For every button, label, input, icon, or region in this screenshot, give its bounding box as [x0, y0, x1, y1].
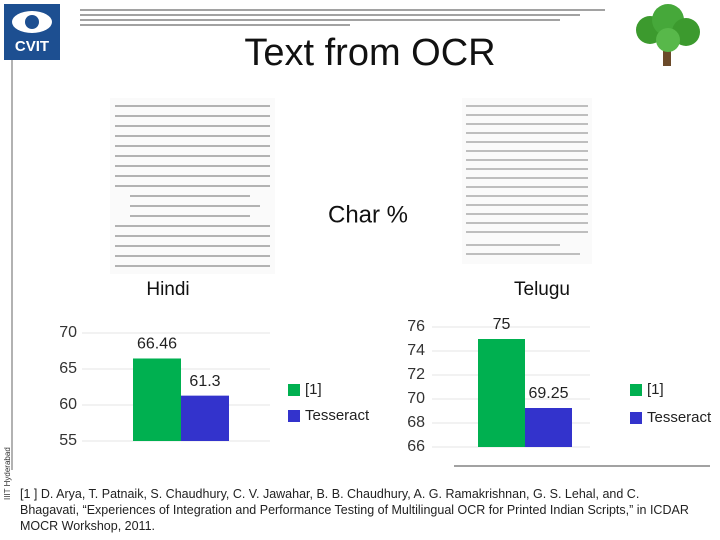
legend-swatch	[630, 384, 642, 396]
value-label: 69.25	[528, 385, 568, 402]
value-label: 61.3	[189, 373, 220, 390]
citation: [1 ] D. Arya, T. Patnaik, S. Chaudhury, …	[20, 487, 689, 533]
value-label: 75	[493, 316, 511, 333]
legend-swatch	[630, 412, 642, 424]
y-tick-label: 70	[407, 390, 425, 407]
y-tick-label: 68	[407, 414, 425, 431]
slide-title: Text from OCR	[244, 32, 495, 74]
legend-swatch	[288, 410, 300, 422]
bar	[133, 358, 181, 441]
bar	[181, 395, 229, 441]
tree-logo	[636, 4, 700, 66]
y-tick-label: 70	[59, 324, 77, 341]
side-text: IIIT Hyderabad	[3, 447, 12, 500]
chart-title: Telugu	[514, 279, 570, 300]
scan-telugu	[462, 98, 592, 264]
y-tick-label: 76	[407, 318, 425, 335]
heading-bg	[318, 200, 418, 234]
y-tick-label: 72	[407, 366, 425, 383]
legend-label: [1]	[647, 381, 664, 398]
value-label: 66.46	[137, 336, 177, 353]
bar	[525, 408, 572, 447]
scan-hindi	[110, 98, 275, 274]
y-tick-label: 55	[59, 432, 77, 449]
bar	[478, 339, 525, 447]
logo-text: CVIT	[15, 38, 49, 55]
logo-pupil	[25, 15, 39, 29]
legend-label: Tesseract	[305, 407, 370, 424]
y-tick-label: 60	[59, 396, 77, 413]
heading: Char %	[328, 201, 408, 228]
legend-label: [1]	[305, 381, 322, 398]
y-tick-label: 65	[59, 360, 77, 377]
y-tick-label: 66	[407, 438, 425, 455]
chart-title: Hindi	[146, 279, 189, 300]
legend-swatch	[288, 384, 300, 396]
y-tick-label: 74	[407, 342, 425, 359]
legend-label: Tesseract	[647, 409, 712, 426]
